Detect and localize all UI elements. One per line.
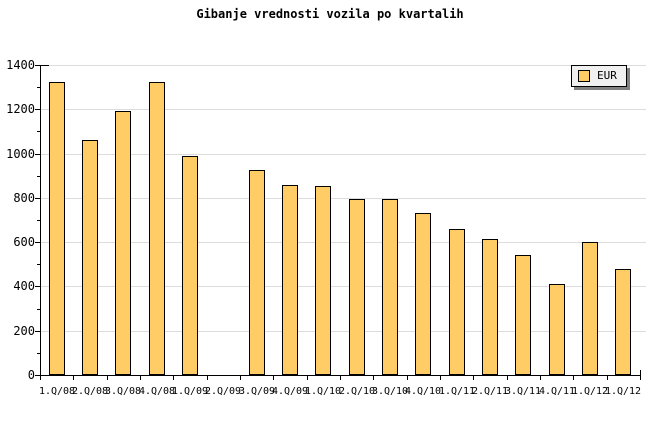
x-boundary-tick — [240, 376, 241, 380]
y-axis-line — [40, 65, 41, 375]
x-boundary-tick — [307, 376, 308, 380]
bar — [282, 185, 298, 375]
bar — [249, 170, 265, 375]
y-major-tick — [35, 375, 40, 376]
y-minor-tick — [37, 353, 40, 354]
x-tick-label: 1.Q/11 — [438, 386, 476, 397]
x-tick-label: 2.Q/11 — [471, 386, 509, 397]
y-tick-label: 400 — [13, 279, 35, 293]
y-axis-top-cap — [40, 65, 49, 66]
y-tick-label: 200 — [13, 324, 35, 338]
y-tick-label: 600 — [13, 235, 35, 249]
x-boundary-tick — [440, 376, 441, 380]
x-boundary-tick — [140, 376, 141, 380]
x-tick-label: 2.Q/08 — [71, 386, 109, 397]
chart-title: Gibanje vrednosti vozila po kvartalih — [196, 7, 464, 21]
x-tick-label: 1.Q/12 — [571, 386, 609, 397]
gridline-y — [41, 198, 646, 199]
bar — [549, 284, 565, 375]
x-boundary-tick — [407, 376, 408, 380]
bar — [615, 269, 631, 375]
y-major-tick — [35, 109, 40, 110]
x-boundary-tick — [40, 376, 41, 380]
y-major-tick — [35, 65, 40, 66]
y-tick-label: 0 — [27, 368, 35, 382]
bar — [115, 111, 131, 375]
bar — [149, 82, 165, 375]
x-axis-line — [40, 375, 641, 376]
x-tick-label: 4.Q/11 — [538, 386, 576, 397]
bar — [382, 199, 398, 375]
x-tick-label: 4.Q/09 — [271, 386, 309, 397]
y-minor-tick — [37, 309, 40, 310]
x-boundary-tick — [273, 376, 274, 380]
bar — [449, 229, 465, 375]
bar — [49, 82, 65, 375]
x-tick-label: 3.Q/09 — [238, 386, 276, 397]
y-tick-label: 1400 — [6, 58, 35, 72]
bar — [315, 186, 331, 375]
gridline-y — [41, 286, 646, 287]
y-minor-tick — [37, 131, 40, 132]
y-major-tick — [35, 286, 40, 287]
x-boundary-tick — [573, 376, 574, 380]
y-minor-tick — [37, 87, 40, 88]
y-major-tick — [35, 242, 40, 243]
bar — [582, 242, 598, 375]
x-boundary-tick — [607, 376, 608, 380]
bar — [182, 156, 198, 375]
x-tick-label: 3.Q/10 — [371, 386, 409, 397]
y-tick-label: 800 — [13, 191, 35, 205]
x-boundary-tick — [73, 376, 74, 380]
x-boundary-tick — [373, 376, 374, 380]
y-major-tick — [35, 198, 40, 199]
legend-label: EUR — [597, 69, 617, 82]
x-boundary-tick — [173, 376, 174, 380]
bar — [515, 255, 531, 375]
x-boundary-tick — [107, 376, 108, 380]
y-tick-label: 1200 — [6, 102, 35, 116]
x-boundary-tick — [640, 376, 641, 380]
legend-swatch-icon — [578, 70, 590, 82]
y-major-tick — [35, 331, 40, 332]
y-major-tick — [35, 154, 40, 155]
gridline-y — [41, 331, 646, 332]
x-tick-label: 1.Q/10 — [304, 386, 342, 397]
y-minor-tick — [37, 264, 40, 265]
x-tick-label: 4.Q/08 — [138, 386, 176, 397]
x-tick-label: 2.Q/10 — [338, 386, 376, 397]
x-tick-label: 2.Q/09 — [204, 386, 242, 397]
x-boundary-tick — [507, 376, 508, 380]
x-tick-label: 4.Q/10 — [404, 386, 442, 397]
gridline-y — [41, 242, 646, 243]
bar — [415, 213, 431, 375]
x-boundary-tick — [473, 376, 474, 380]
bar — [349, 199, 365, 375]
x-boundary-tick — [340, 376, 341, 380]
gridline-y — [41, 154, 646, 155]
gridline-y — [41, 65, 646, 66]
x-tick-label: 1.Q/09 — [171, 386, 209, 397]
bar — [482, 239, 498, 375]
x-tick-label: 3.Q/08 — [104, 386, 142, 397]
x-axis-right-cap — [640, 370, 641, 376]
x-boundary-tick — [207, 376, 208, 380]
x-tick-label: 3.Q/11 — [504, 386, 542, 397]
x-tick-label: 1.Q/08 — [38, 386, 76, 397]
y-minor-tick — [37, 220, 40, 221]
x-tick-label: 1.Q/12 — [604, 386, 642, 397]
gridline-y — [41, 109, 646, 110]
x-boundary-tick — [540, 376, 541, 380]
y-tick-label: 1000 — [6, 147, 35, 161]
y-minor-tick — [37, 176, 40, 177]
bar — [82, 140, 98, 375]
legend-box: EUR — [571, 65, 627, 87]
